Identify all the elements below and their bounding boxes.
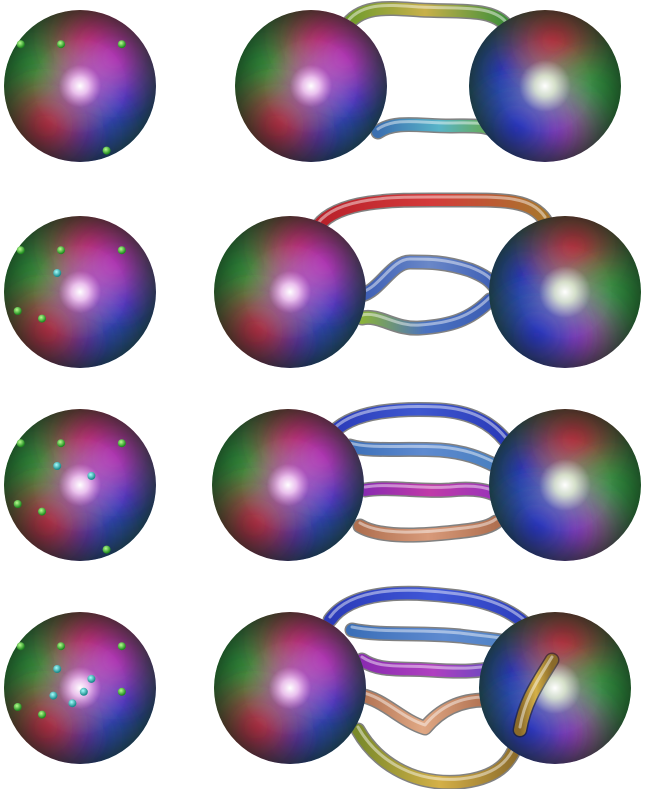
right-sphere-row3 (489, 409, 641, 561)
green-dot (57, 246, 65, 255)
tube-row3-2 (342, 438, 504, 474)
green-dot (38, 710, 46, 719)
green-dot (117, 439, 126, 448)
tube-row2-3 (354, 292, 498, 336)
cyan-dot (53, 269, 62, 277)
cyan-dot (68, 699, 77, 708)
cyan-dot (79, 687, 88, 696)
green-dot (102, 146, 111, 155)
tube-row1-1 (337, 0, 513, 36)
tube-row4-1 (322, 585, 548, 648)
green-dot (57, 642, 65, 651)
right-sphere-row1 (469, 10, 621, 162)
green-dot (117, 642, 126, 651)
left-sphere-row3 (212, 409, 364, 561)
cyan-dot (53, 462, 62, 470)
green-dot (13, 703, 22, 711)
left-sphere-row4 (214, 612, 366, 764)
green-dot (13, 500, 22, 508)
tube-row2-1 (310, 192, 553, 234)
cyan-dot (87, 674, 96, 683)
green-dot (57, 439, 65, 448)
green-dot (16, 642, 25, 651)
tube-row4-5-overlap (512, 652, 560, 738)
tube-row4-4 (352, 687, 493, 736)
small-sphere-row3 (4, 409, 156, 561)
right-sphere-row4 (479, 612, 631, 764)
green-dot (16, 246, 25, 255)
green-dot (38, 507, 46, 516)
small-sphere-row4 (4, 612, 156, 764)
green-dot (16, 439, 25, 448)
cyan-dot (49, 691, 58, 700)
tube-row3-1 (322, 401, 513, 448)
left-sphere-row1 (235, 10, 387, 162)
cyan-dot (53, 665, 62, 673)
green-dot (102, 545, 111, 554)
tube-row4-5 (350, 722, 528, 789)
green-dot (38, 314, 46, 323)
tube-row3-3 (357, 481, 502, 502)
small-sphere-row2 (4, 216, 156, 368)
green-dot (16, 40, 25, 49)
tube-row2-2 (354, 254, 504, 303)
left-sphere-row2 (214, 216, 366, 368)
cyan-dot (87, 471, 96, 480)
green-dot (13, 307, 22, 315)
green-dot (117, 246, 126, 255)
small-sphere-row1 (4, 10, 156, 162)
green-dot (117, 40, 126, 49)
tube-row3-4 (352, 514, 504, 543)
green-dot (57, 40, 65, 49)
green-dot (117, 687, 126, 696)
